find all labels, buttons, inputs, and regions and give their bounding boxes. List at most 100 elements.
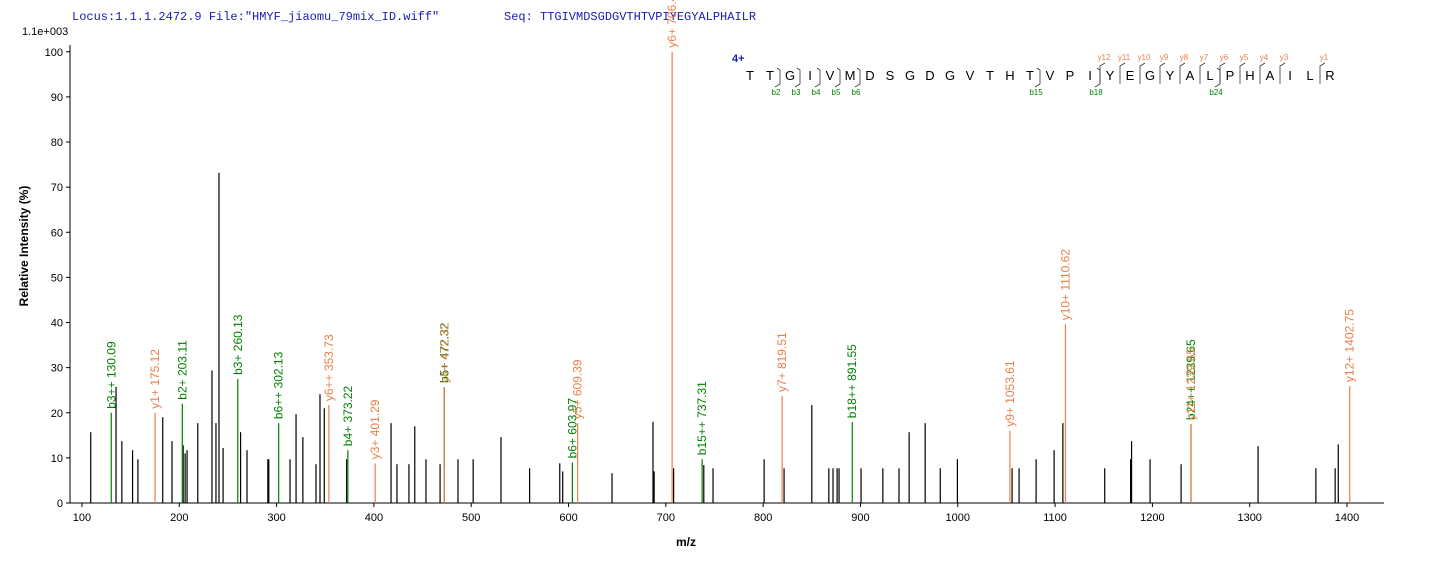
b-ion-marker <box>1214 67 1221 88</box>
y-ion-label: y6 <box>1220 53 1229 62</box>
y-ion-marker <box>1179 62 1186 84</box>
b-ion-label: b2 <box>772 88 781 97</box>
y-tick-label: 100 <box>45 47 63 59</box>
x-tick-label: 100 <box>73 512 91 524</box>
sequence-letter: A <box>1186 68 1195 83</box>
sequence-letter: R <box>1325 68 1334 83</box>
sequence-letter: H <box>1245 68 1254 83</box>
x-tick-label: 300 <box>267 512 285 524</box>
y-ion-marker <box>1199 62 1206 84</box>
peak-label: b4+ 373.22 <box>341 385 355 446</box>
sequence-letter: P <box>1226 68 1235 83</box>
sequence-letter: M <box>845 68 856 83</box>
x-tick-label: 1000 <box>946 512 970 524</box>
b-ion-label: b5 <box>832 88 841 97</box>
b-ion-label: b24 <box>1209 88 1223 97</box>
x-axis-label: m/z <box>676 535 696 549</box>
b-ion-marker <box>1034 67 1041 88</box>
b-ion-label: b6 <box>852 88 861 97</box>
x-tick-label: 700 <box>657 512 675 524</box>
b-ion-label: b3 <box>792 88 801 97</box>
sequence-letter: T <box>766 68 774 83</box>
x-tick-label: 200 <box>170 512 188 524</box>
header-seq: Seq: TTGIVMDSGDGVTHTVPIYEGYALPHAILR <box>504 10 756 24</box>
peak-label: y12+ 1402.75 <box>1343 309 1357 382</box>
peak-label: y5+ 609.39 <box>571 359 585 419</box>
peak-label: y7+ 819.51 <box>775 332 789 392</box>
x-tick-label: 500 <box>462 512 480 524</box>
sequence-letter: G <box>945 68 955 83</box>
peak-label: y1+ 175.12 <box>148 349 162 409</box>
y-tick-label: 0 <box>57 498 63 510</box>
peak-label: b15++ 737.31 <box>695 381 709 455</box>
y-ion-marker <box>1259 62 1266 84</box>
sequence-letter: L <box>1306 68 1313 83</box>
peak-label: b18++ 891.55 <box>845 344 859 418</box>
x-tick-label: 600 <box>559 512 577 524</box>
scale-label: 1.1e+003 <box>22 26 68 38</box>
sequence-letter: Y <box>1166 68 1175 83</box>
sequence-letter: L <box>1206 68 1213 83</box>
y-ion-label: y4 <box>1260 53 1269 62</box>
b-ion-marker <box>1094 67 1101 88</box>
b-ion-marker <box>854 67 861 88</box>
y-ion-marker <box>1239 62 1246 84</box>
header-locus: Locus:1.1.1.2472.9 File:"HMYF_jiaomu_79m… <box>72 10 439 24</box>
y-ion-label: y11 <box>1118 53 1131 62</box>
peak-label: b6+ 603.97 <box>565 398 579 459</box>
charge-label: 4+ <box>732 53 745 65</box>
y-ion-marker <box>1279 62 1286 84</box>
y-ion-marker <box>1219 62 1226 84</box>
sequence-letter: D <box>925 68 934 83</box>
b-ion-marker <box>774 67 781 88</box>
y-ion-marker <box>1159 62 1166 84</box>
x-tick-label: 400 <box>365 512 383 524</box>
sequence-letter: A <box>1266 68 1275 83</box>
y-ion-marker <box>1139 62 1146 84</box>
x-tick-label: 900 <box>851 512 869 524</box>
b-ion-marker <box>814 67 821 88</box>
x-tick-label: 800 <box>754 512 772 524</box>
y-tick-label: 40 <box>51 318 63 330</box>
sequence-letter: I <box>1088 68 1092 83</box>
sequence-letter: P <box>1066 68 1075 83</box>
sequence-letter: D <box>865 68 874 83</box>
x-tick-label: 1300 <box>1237 512 1261 524</box>
y-ion-marker <box>1119 62 1126 84</box>
y-ion-marker <box>1319 62 1326 84</box>
sequence-letter: H <box>1005 68 1014 83</box>
b-ion-marker <box>794 67 801 88</box>
sequence-letter: G <box>905 68 915 83</box>
peak-label: y4+ 472.32 <box>437 323 451 383</box>
sequence-letter: T <box>746 68 754 83</box>
y-ion-label: y10 <box>1138 53 1151 62</box>
peak-label: b3++ 130.09 <box>104 341 118 409</box>
peak-label: b24++ 1239.65 <box>1184 339 1198 420</box>
sequence-letter: V <box>1046 68 1055 83</box>
x-tick-label: 1200 <box>1140 512 1164 524</box>
y-ion-label: y7 <box>1200 53 1209 62</box>
sequence-letter: T <box>1026 68 1034 83</box>
y-tick-label: 10 <box>51 453 63 465</box>
x-tick-label: 1400 <box>1335 512 1359 524</box>
peak-label: b5+ 472.32 <box>437 322 451 383</box>
peak-label: b3+ 260.13 <box>231 314 245 375</box>
peak-label: b2+ 203.11 <box>175 340 189 400</box>
y-ion-label: y9 <box>1160 53 1169 62</box>
sequence-letter: V <box>826 68 835 83</box>
sequence-letter: I <box>1288 68 1292 83</box>
y-ion-label: y1 <box>1320 53 1329 62</box>
sequence-letter: E <box>1126 68 1135 83</box>
b-ion-label: b4 <box>812 88 821 97</box>
b-ion-label: b18 <box>1089 88 1103 97</box>
sequence-letter: I <box>808 68 812 83</box>
x-tick-label: 1100 <box>1043 512 1067 524</box>
y-tick-label: 50 <box>51 272 63 284</box>
y-ion-label: y8 <box>1180 53 1189 62</box>
peak-label: b6++ 302.13 <box>272 351 286 419</box>
sequence-letter: V <box>966 68 975 83</box>
peak-label: y9+ 1053.61 <box>1003 360 1017 427</box>
peak-label: y6+ 706.45 <box>665 0 679 48</box>
y-tick-label: 90 <box>51 92 63 104</box>
